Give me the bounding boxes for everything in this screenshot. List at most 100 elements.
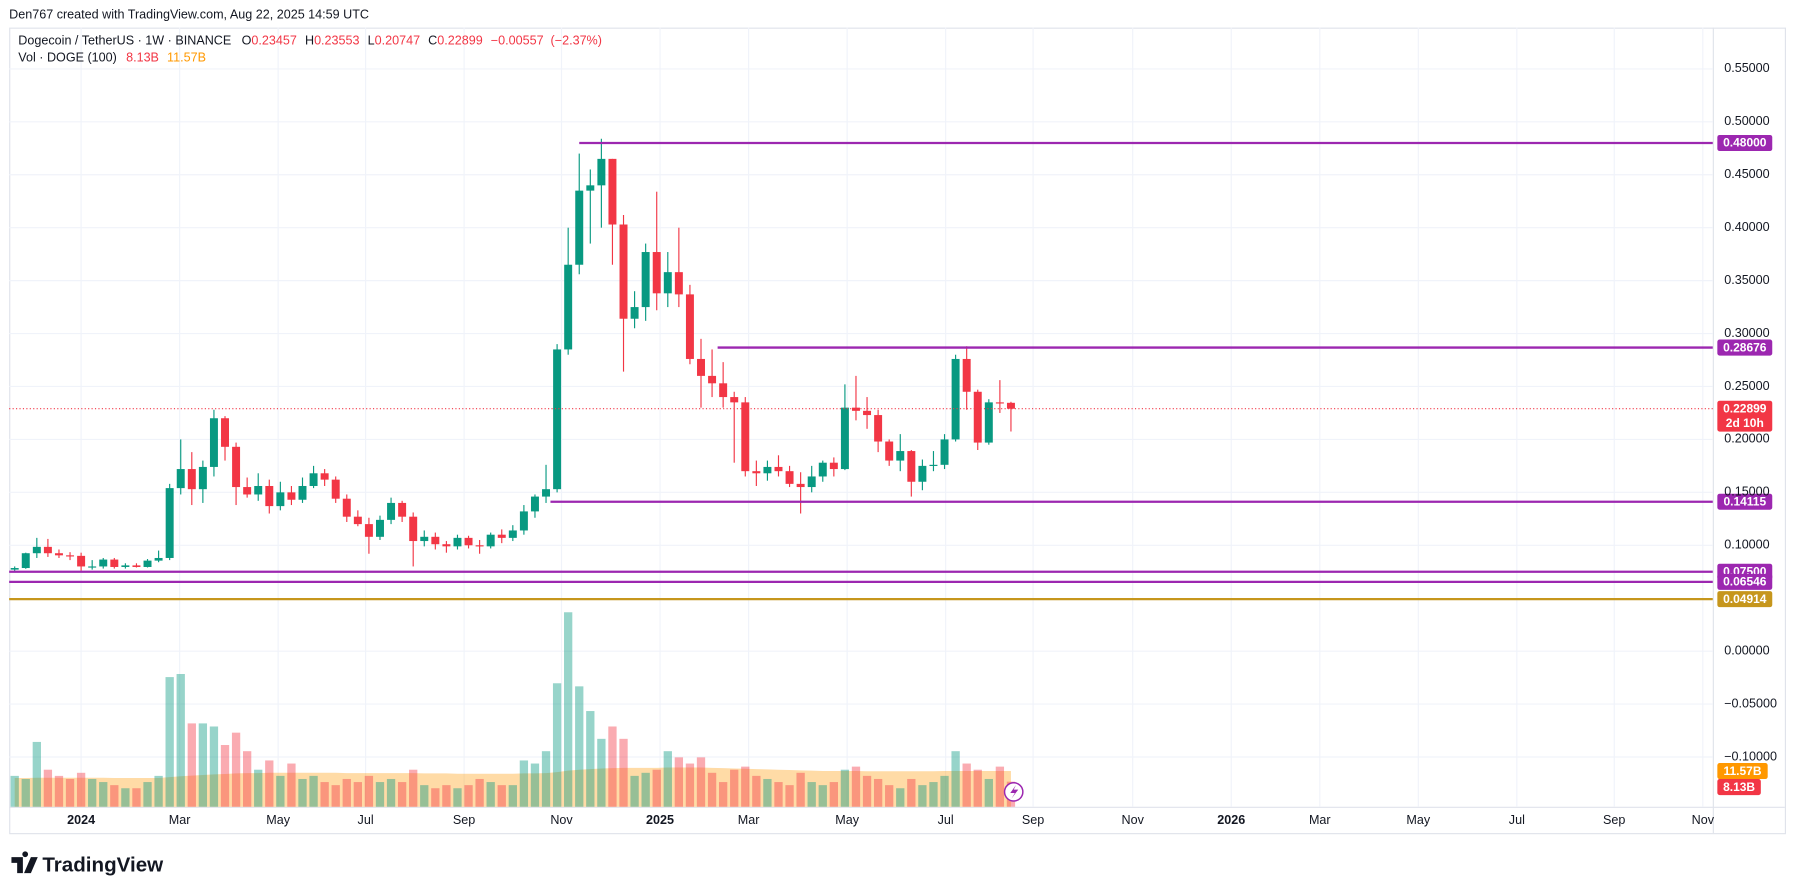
y-tick-label: 0.20000 [1724,432,1769,446]
volume-bar [873,778,883,807]
candle-body [464,537,473,546]
candle-body [398,502,407,517]
volume-bar [552,683,562,807]
volume-bar [154,775,163,807]
candle-body [143,560,152,567]
volume-ma-value: 11.57B [167,51,206,65]
candle-body [851,407,860,411]
volume-bar [608,726,617,807]
candle-body [940,439,949,465]
volume-bar [464,785,473,807]
candle-body [121,565,130,567]
x-tick-label: Sep [453,813,475,827]
candle-body [364,524,373,537]
volume-bar [818,785,827,807]
volume-ma-area [14,767,1011,807]
volume-bar [254,769,263,807]
volume-bar [508,785,517,807]
candle-body [21,553,30,569]
candle-body [918,465,927,482]
level-label-box [1717,573,1773,590]
ohlc-key: O [242,34,252,48]
volume-bar [929,782,938,807]
volume-bar [685,763,695,807]
volume-bar [918,785,927,807]
x-tick-label: Mar [169,813,191,827]
candle-body [641,252,650,308]
candle-body [553,349,562,490]
candle-body [674,272,683,295]
candle-body [929,464,938,466]
volume-bar [696,757,706,807]
volume-bar [287,763,296,807]
x-tick-label: May [835,813,859,827]
candle-body [221,418,229,447]
volume-bar [519,760,529,807]
candle-body [309,473,318,486]
volume-label: 8.13B [1723,780,1755,794]
volume-bar [907,778,916,807]
candle-body [995,402,1004,404]
y-tick-label: −0.05000 [1724,696,1777,710]
candle-body [497,534,506,538]
volume-bar [475,778,484,807]
candle-body [840,407,849,470]
volume-bar [320,782,329,807]
candle-body [420,536,429,542]
legend-volume: Vol · DOGE (100) 8.13B 11.57B [18,51,206,65]
volume-bar [209,726,219,807]
candle-body [353,516,362,525]
candle-body [741,402,750,472]
y-tick-label: 0.55000 [1724,61,1769,75]
volume-bar [43,769,53,807]
x-tick-label: Nov [1122,813,1145,827]
volume-bar [885,785,894,807]
candle-body [110,559,119,567]
volume-bar [641,772,650,807]
level-label: 0.06546 [1723,575,1767,589]
ohlc-key: H [305,34,314,48]
volume-bar [386,778,396,807]
x-tick-label: Nov [1692,813,1715,827]
chart-frame [9,27,1786,835]
countdown: 2d 10h [1726,416,1764,430]
volume-bar [453,788,462,807]
candles [10,138,1015,573]
candle-body [66,555,75,557]
volume-bar [242,751,252,807]
volume-bar [143,782,152,807]
volume-bar [796,772,805,807]
candle-body [376,519,384,537]
x-tick-label: Sep [1022,813,1044,827]
volume-bar [187,723,196,807]
volume-bar [431,788,440,807]
volume-bar [630,775,639,807]
volume-bar [730,769,739,807]
candle-body [564,264,573,350]
ohlc-key: L [368,34,375,48]
volume-bar [486,782,495,807]
candle-body [530,496,539,512]
volume-bar [309,775,318,807]
volume-bar [132,788,141,807]
x-tick-label: 2024 [67,813,95,827]
candle-body [597,158,606,186]
candle-body [409,516,418,542]
candle-body [586,185,595,191]
candle-body [863,410,872,416]
x-tick-label: Mar [738,813,760,827]
candle-body [874,415,883,442]
volume-bar [586,711,595,807]
candle-body [685,294,694,359]
volume-bar [298,778,307,807]
candle-body [320,473,329,480]
candle-body [885,441,894,461]
volume-bar [353,782,362,807]
legend-main: Dogecoin / TetherUS · 1W · BINANCE O0.23… [18,34,602,48]
price-label-box [1717,400,1773,432]
volume-bar [896,788,905,807]
levels: 0.480000.286760.141150.075000.065460.049… [9,134,1773,796]
volume-bar [785,785,794,807]
candle-body [630,307,639,319]
